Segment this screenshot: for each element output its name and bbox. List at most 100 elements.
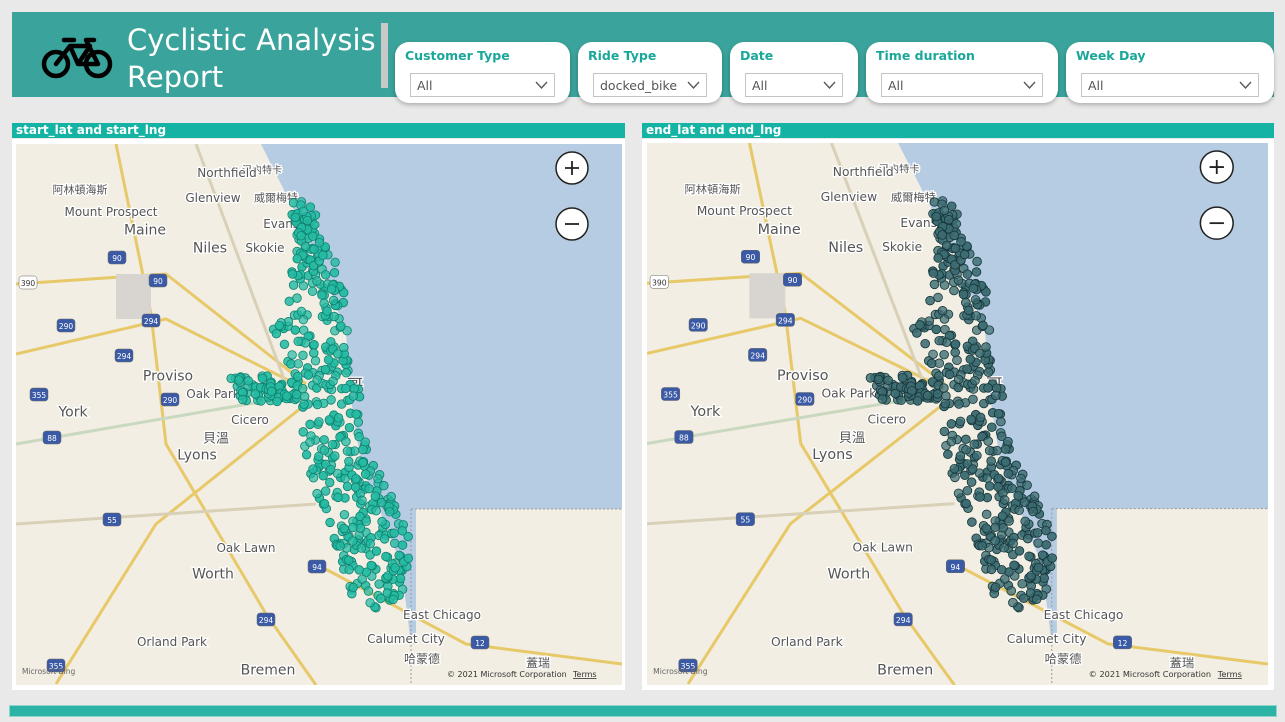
location-dot (361, 516, 372, 526)
location-dot (954, 399, 964, 409)
chevron-path (535, 81, 548, 89)
location-dot (1033, 538, 1043, 548)
zoom-button[interactable] (555, 151, 589, 185)
location-dot (1022, 480, 1032, 490)
shield (945, 559, 965, 574)
place-label: Cicero (867, 413, 906, 427)
shield-label: 390 (652, 278, 667, 287)
filter-dropdown[interactable]: docked_bike (593, 73, 707, 97)
location-dot (308, 473, 319, 483)
location-dot (975, 412, 986, 423)
location-dot (293, 359, 303, 369)
location-dot (939, 314, 950, 324)
copyright: © 2021 Microsoft Corporation (447, 670, 567, 679)
filter-card: Time duration All (866, 42, 1058, 103)
chevron (535, 81, 548, 89)
place-label: Calumet City (1007, 632, 1087, 646)
filter-dropdown[interactable]: All (745, 73, 843, 97)
place-label: 威爾梅特 (254, 191, 298, 205)
location-dot (360, 469, 371, 479)
location-dot (348, 391, 359, 401)
filter-value: docked_bike (600, 78, 678, 93)
shield (470, 635, 490, 650)
location-dot (394, 550, 404, 561)
location-dot (1037, 550, 1048, 560)
location-dot (300, 241, 311, 251)
chevron-path (1023, 81, 1036, 89)
map[interactable]: 390 90 90 290 294 294 290 355 88 55 94 294 12 355 温内特卡… (16, 144, 622, 685)
road (686, 402, 946, 685)
place-label: Proviso (777, 368, 828, 384)
location-dot (1000, 444, 1011, 454)
location-dot (1018, 593, 1029, 603)
filter-dropdown[interactable]: All (410, 73, 555, 97)
location-dot (931, 324, 942, 335)
terms-link[interactable]: Terms (572, 670, 597, 679)
filter-dropdown[interactable]: All (881, 73, 1043, 97)
shield-label: 90 (112, 254, 122, 263)
location-dot (937, 230, 948, 240)
place-label: Lyons (812, 447, 852, 463)
location-dot (298, 427, 308, 437)
location-dot (907, 386, 917, 396)
filter-dropdown[interactable]: All (1081, 73, 1259, 97)
location-dot (293, 336, 303, 347)
terms-link[interactable]: Terms (1217, 669, 1242, 679)
location-dot (336, 321, 346, 331)
shield-label: 290 (163, 396, 178, 405)
filter-card: Week Day All (1066, 42, 1274, 103)
location-dot (970, 375, 980, 386)
bike-icon (41, 37, 113, 79)
location-dot (960, 470, 970, 481)
location-dot (353, 417, 364, 427)
shield-label: 290 (797, 396, 812, 405)
location-dot (1006, 586, 1017, 596)
place-label: York (689, 404, 721, 420)
location-dot (1041, 525, 1051, 536)
location-dot (308, 231, 318, 241)
location-dot (883, 375, 893, 385)
location-dot (961, 434, 971, 445)
shield (107, 250, 127, 265)
place-label: Northfield (197, 166, 256, 180)
shield-label: 290 (59, 322, 74, 331)
filter-label: Time duration (876, 48, 975, 63)
location-dot (326, 284, 337, 294)
place-label: Niles (828, 240, 863, 256)
airport (749, 273, 786, 319)
place-label: Maine (124, 223, 166, 239)
road (647, 316, 945, 390)
location-dot (299, 399, 309, 409)
location-dot (234, 375, 244, 385)
location-dot (931, 211, 942, 222)
location-dot (996, 564, 1007, 575)
location-dot (928, 349, 938, 359)
zoom-button[interactable] (1199, 206, 1234, 240)
shield (29, 387, 49, 402)
shield (688, 318, 708, 332)
shield (148, 273, 168, 288)
location-dot (375, 593, 386, 604)
location-dot (309, 340, 319, 350)
place-label: 蓋瑞 (1170, 656, 1195, 670)
zoom-button[interactable] (1199, 150, 1234, 184)
location-dot (943, 214, 954, 225)
location-dot (1039, 573, 1049, 583)
location-dot (373, 474, 383, 484)
chevron-path (823, 81, 836, 89)
map-title: start_lat and start_lng (12, 123, 625, 138)
location-dot (366, 560, 376, 571)
location-dot (237, 394, 248, 405)
map[interactable]: 390 90 90 290 294 294 290 355 88 55 94 294 12 355 温内特卡… (647, 143, 1268, 685)
location-dot (961, 445, 971, 455)
zoom-button[interactable] (555, 207, 589, 241)
location-dot (309, 348, 319, 358)
location-dot (351, 409, 361, 419)
place-label: Orland Park (771, 635, 843, 649)
location-dot (981, 509, 992, 520)
location-dot (325, 477, 335, 488)
shield (114, 348, 134, 363)
location-dot (955, 416, 966, 427)
location-dot (939, 349, 949, 360)
shield (46, 658, 66, 673)
